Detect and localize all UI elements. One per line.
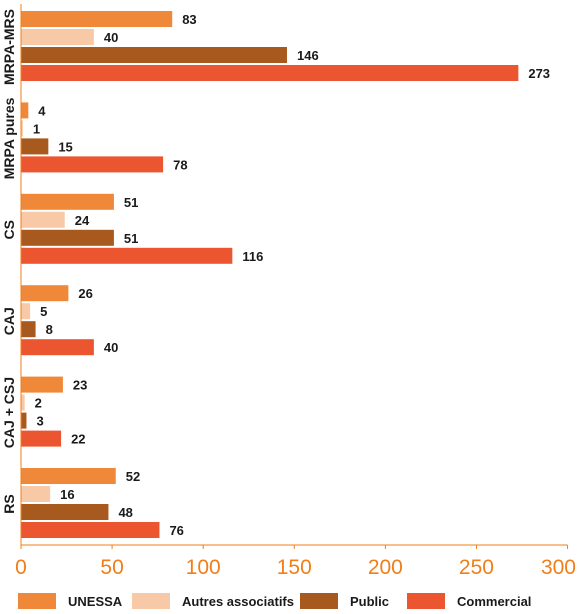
bar-value-caj-public: 8 bbox=[46, 322, 53, 337]
bar-mrpa-mrs-commercial bbox=[21, 65, 519, 81]
bar-mrpa-pures-public bbox=[21, 138, 49, 155]
bar-value-rs-autres-associatifs: 16 bbox=[60, 487, 74, 502]
legend-swatch-commercial bbox=[407, 593, 445, 609]
bar-mrpa-pures-commercial bbox=[21, 156, 164, 173]
bar-value-mrpa-mrs-public: 146 bbox=[297, 48, 319, 63]
x-tick-label-300: 300 bbox=[541, 556, 576, 579]
bar-value-caj-csj-autres-associatifs: 2 bbox=[35, 396, 42, 411]
legend-item-unessa: UNESSA bbox=[18, 593, 122, 609]
category-label-cs: CS bbox=[1, 220, 17, 239]
bar-cs-public bbox=[21, 229, 114, 246]
bar-value-mrpa-pures-autres-associatifs: 1 bbox=[33, 121, 40, 136]
bar-caj-autres-associatifs bbox=[21, 303, 31, 320]
legend-swatch-autres-associatifs bbox=[132, 593, 170, 609]
bar-caj-csj-commercial bbox=[21, 430, 62, 447]
bar-mrpa-pures-unessa bbox=[21, 102, 29, 119]
bar-value-cs-autres-associatifs: 24 bbox=[75, 213, 90, 228]
bar-caj-csj-unessa bbox=[21, 376, 63, 393]
bar-value-mrpa-pures-unessa: 4 bbox=[38, 103, 46, 118]
bar-rs-public bbox=[21, 504, 109, 520]
legend-swatch-public bbox=[300, 593, 338, 609]
legend-label-commercial: Commercial bbox=[457, 593, 532, 609]
bar-mrpa-mrs-autres-associatifs bbox=[21, 29, 94, 45]
legend-label-unessa: UNESSA bbox=[68, 593, 123, 609]
bar-value-mrpa-pures-public: 15 bbox=[58, 139, 72, 154]
bar-value-mrpa-mrs-unessa: 83 bbox=[182, 12, 196, 27]
legend-item-autres-associatifs: Autres associatifs bbox=[132, 593, 294, 609]
bar-mrpa-pures-autres-associatifs bbox=[21, 120, 23, 137]
bar-rs-autres-associatifs bbox=[21, 486, 51, 502]
bar-cs-commercial bbox=[21, 247, 233, 264]
bar-value-caj-autres-associatifs: 5 bbox=[40, 304, 47, 319]
category-label-mrpa-mrs: MRPA-MRS bbox=[1, 9, 17, 85]
bar-value-rs-unessa: 52 bbox=[126, 469, 140, 484]
bar-mrpa-mrs-public bbox=[21, 47, 287, 63]
bar-cs-unessa bbox=[21, 193, 114, 210]
bar-value-caj-csj-commercial: 22 bbox=[71, 432, 85, 447]
bar-rs-commercial bbox=[21, 522, 160, 538]
legend: UNESSA Autres associatifs Public Commerc… bbox=[0, 589, 577, 614]
bar-value-caj-unessa: 26 bbox=[78, 286, 92, 301]
category-label-caj-csj: CAJ + CSJ bbox=[1, 377, 17, 448]
bar-caj-csj-public bbox=[21, 412, 27, 429]
x-tick-label-150: 150 bbox=[277, 556, 312, 579]
bar-value-rs-public: 48 bbox=[118, 505, 132, 520]
bar-cs-autres-associatifs bbox=[21, 211, 65, 228]
bar-value-cs-unessa: 51 bbox=[124, 195, 138, 210]
bar-caj-unessa bbox=[21, 285, 69, 302]
bar-value-mrpa-mrs-autres-associatifs: 40 bbox=[104, 30, 118, 45]
bar-value-cs-public: 51 bbox=[124, 231, 138, 246]
bar-value-caj-commercial: 40 bbox=[104, 340, 118, 355]
legend-item-public: Public bbox=[300, 593, 389, 609]
bar-caj-public bbox=[21, 321, 36, 338]
x-tick-label-50: 50 bbox=[100, 556, 123, 579]
x-tick-label-0: 0 bbox=[15, 556, 27, 579]
legend-label-autres-associatifs: Autres associatifs bbox=[182, 593, 294, 609]
bar-mrpa-mrs-unessa bbox=[21, 11, 173, 27]
bar-caj-commercial bbox=[21, 339, 94, 356]
bar-caj-csj-autres-associatifs bbox=[21, 394, 25, 411]
x-tick-label-200: 200 bbox=[368, 556, 403, 579]
legend-label-public: Public bbox=[350, 593, 390, 609]
legend-swatch-unessa bbox=[18, 593, 56, 609]
category-label-rs: RS bbox=[1, 494, 17, 513]
bar-value-cs-commercial: 116 bbox=[242, 249, 263, 264]
bar-value-mrpa-mrs-commercial: 273 bbox=[528, 66, 550, 81]
bar-rs-unessa bbox=[21, 468, 116, 484]
bar-value-mrpa-pures-commercial: 78 bbox=[173, 157, 187, 172]
bar-value-rs-commercial: 76 bbox=[169, 523, 183, 538]
legend-item-commercial: Commercial bbox=[407, 593, 531, 609]
bar-value-caj-csj-public: 3 bbox=[36, 414, 43, 429]
category-label-mrpa-pures: MRPA pures bbox=[1, 97, 17, 179]
bar-value-caj-csj-unessa: 23 bbox=[73, 378, 87, 393]
category-label-caj: CAJ bbox=[1, 307, 17, 335]
x-tick-label-100: 100 bbox=[186, 556, 221, 579]
x-tick-label-250: 250 bbox=[459, 556, 494, 579]
